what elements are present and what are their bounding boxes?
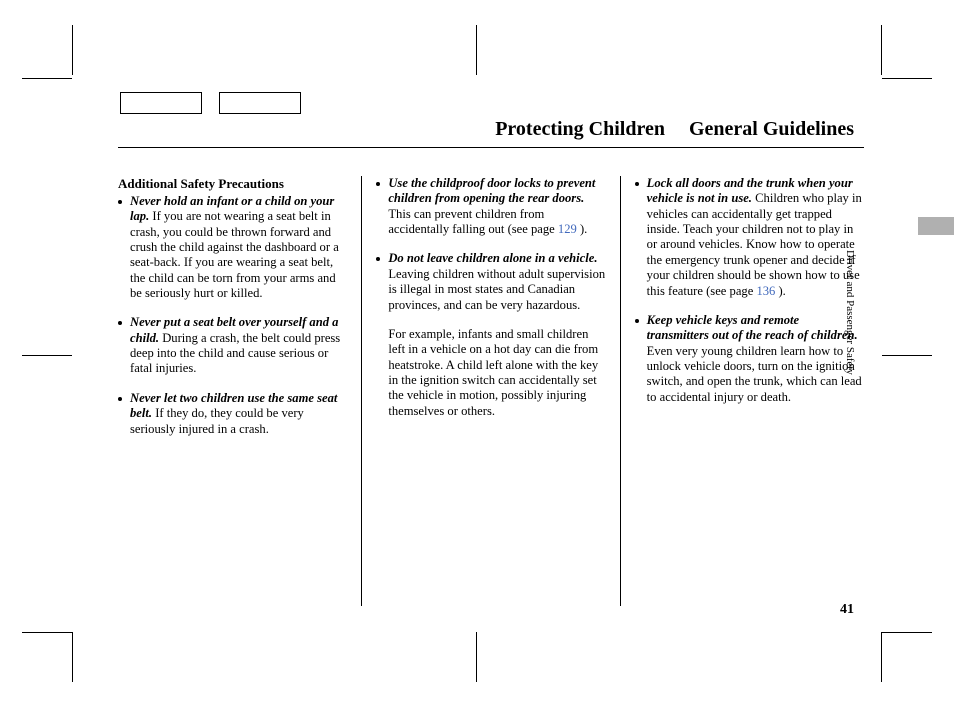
list-item: Keep vehicle keys and remote transmitter… (635, 313, 864, 405)
section-tab (918, 217, 954, 235)
crop-mark (22, 632, 72, 633)
item-body-post: ). (577, 222, 588, 236)
item-body: During a crash, the belt could press dee… (130, 331, 340, 376)
item-lead: Do not leave children alone in a vehicle… (388, 251, 597, 265)
item-body: Leaving children without adult supervisi… (388, 267, 605, 312)
list-item: Lock all doors and the trunk when your v… (635, 176, 864, 299)
column-2: Use the childproof door locks to prevent… (361, 176, 620, 606)
crop-mark (882, 355, 932, 356)
heading-left: Protecting Children (495, 118, 665, 141)
crop-mark (882, 632, 932, 633)
heading-right: General Guidelines (689, 118, 854, 141)
list-item: Never let two children use the same seat… (118, 391, 347, 437)
crop-mark (881, 25, 882, 75)
list-item: Use the childproof door locks to prevent… (376, 176, 605, 237)
crop-mark (476, 632, 477, 682)
crop-mark (72, 25, 73, 75)
crop-mark (881, 632, 882, 682)
paragraph: For example, infants and small children … (376, 327, 605, 419)
page-content: Protecting Children General Guidelines A… (118, 118, 864, 620)
item-body: Even very young children learn how to un… (647, 344, 862, 404)
section-heading: Additional Safety Precautions (118, 176, 347, 192)
list-item: Do not leave children alone in a vehicle… (376, 251, 605, 312)
column-3: Lock all doors and the trunk when your v… (621, 176, 864, 606)
item-body: Children who play in vehicles can accide… (647, 191, 862, 297)
page-ref-link[interactable]: 136 (756, 284, 775, 298)
list-item: Never hold an infant or a child on your … (118, 194, 347, 302)
header-box (120, 92, 202, 114)
header-box (219, 92, 301, 114)
page-heading: Protecting Children General Guidelines (118, 118, 864, 141)
page-ref-link[interactable]: 129 (558, 222, 577, 236)
item-body: This can prevent children from accidenta… (388, 207, 558, 236)
page-number: 41 (840, 602, 854, 618)
heading-rule (118, 147, 864, 148)
item-lead: Keep vehicle keys and remote transmitter… (647, 313, 858, 342)
item-body: If you are not wearing a seat belt in cr… (130, 209, 339, 300)
item-body: If they do, they could be very seriously… (130, 406, 304, 435)
column-1: Additional Safety Precautions Never hold… (118, 176, 361, 606)
crop-mark (882, 78, 932, 79)
crop-mark (22, 355, 72, 356)
item-lead: Use the childproof door locks to prevent… (388, 176, 595, 205)
item-body-post: ). (775, 284, 786, 298)
crop-mark (476, 25, 477, 75)
list-item: Never put a seat belt over yourself and … (118, 315, 347, 376)
crop-mark (22, 78, 72, 79)
body-columns: Additional Safety Precautions Never hold… (118, 176, 864, 606)
crop-mark (72, 632, 73, 682)
